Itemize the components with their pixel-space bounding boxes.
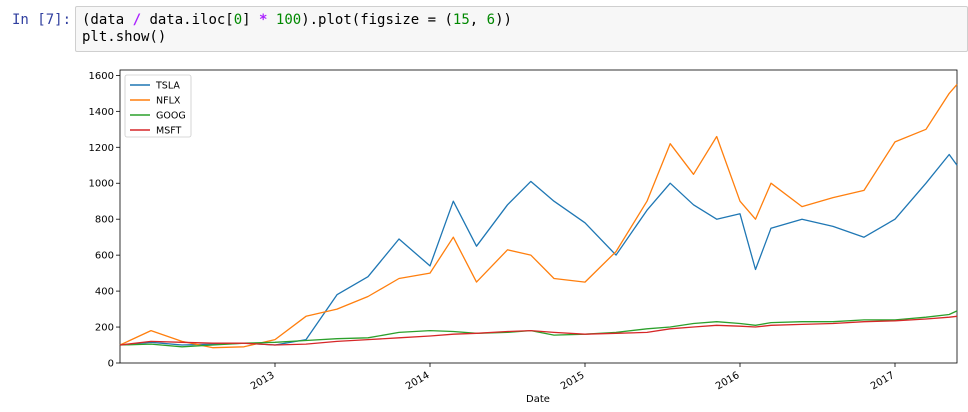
y-tick-label: 400 — [95, 287, 114, 298]
legend-box — [124, 74, 192, 138]
series-line-msft — [119, 315, 958, 346]
series-line-goog — [119, 310, 958, 348]
x-tick-label: 2014 — [404, 370, 432, 392]
code-line-1: (data / data.iloc[0] * 100).plot(figsize… — [82, 12, 512, 28]
code-cell-editor[interactable]: (data / data.iloc[0] * 100).plot(figsize… — [75, 6, 968, 52]
legend-label-tsla: TSLA — [155, 81, 180, 92]
y-tick-label: 0 — [108, 359, 114, 370]
series-line-nflx — [119, 83, 958, 349]
series-line-tsla — [119, 153, 958, 346]
x-tick-label: 2015 — [559, 370, 587, 392]
line-chart: 0 200 400 600 800 1000 1200 1400 1600 2013 2014 20… — [89, 69, 958, 405]
legend-label-nflx: NFLX — [156, 96, 181, 107]
y-tick-label: 600 — [95, 251, 114, 262]
x-tick-label: 2013 — [249, 370, 277, 392]
y-tick-label: 1600 — [89, 71, 114, 82]
legend-label-goog: GOOG — [156, 111, 186, 122]
cell-prompt: In [7]: — [12, 12, 72, 28]
x-axis-label: Date — [526, 394, 550, 405]
y-tick-label: 800 — [95, 215, 114, 226]
plot-area — [119, 69, 958, 364]
y-tick-label: 1000 — [89, 179, 114, 190]
x-tick-label: 2017 — [869, 370, 897, 392]
legend: TSLA NFLX GOOG MSFT — [124, 74, 192, 138]
x-tick-label: 2016 — [714, 370, 742, 392]
y-tick-label: 200 — [95, 323, 114, 334]
code-line-2: plt.show() — [82, 29, 167, 45]
cell-output: 0 200 400 600 800 1000 1200 1400 1600 2013 2014 20… — [75, 60, 968, 408]
legend-label-msft: MSFT — [156, 126, 182, 137]
y-tick-label: 1200 — [89, 143, 114, 154]
y-tick-label: 1400 — [89, 107, 114, 118]
